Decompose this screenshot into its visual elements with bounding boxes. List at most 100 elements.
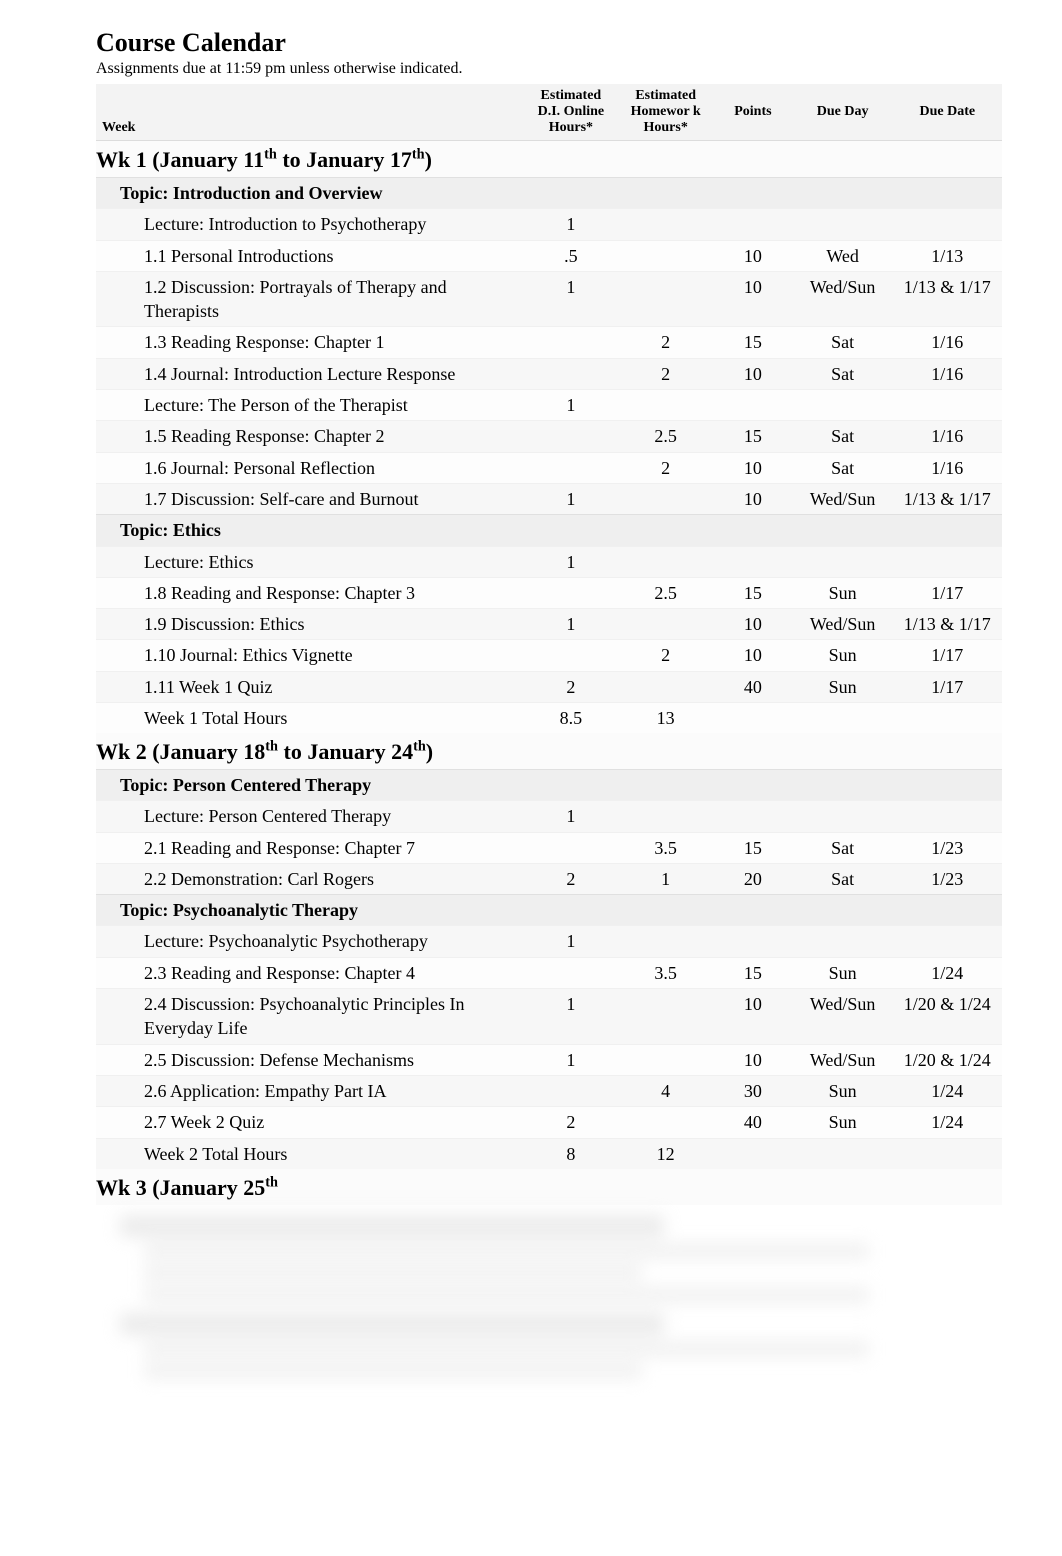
item-di-hours: 1 xyxy=(523,546,618,577)
item-hw-hours xyxy=(618,671,713,702)
item-di-hours: 1 xyxy=(523,609,618,640)
item-due-day: Sun xyxy=(793,671,893,702)
col-header-hw: Estimated Homewor k Hours* xyxy=(618,84,713,141)
table-row: 1.6 Journal: Personal Reflection210Sat1/… xyxy=(96,452,1002,483)
item-hw-hours: 13 xyxy=(618,703,713,734)
item-due-date: 1/20 & 1/24 xyxy=(893,989,1002,1045)
item-di-hours: 1 xyxy=(523,1044,618,1075)
item-points: 10 xyxy=(713,640,793,671)
item-hw-hours xyxy=(618,390,713,421)
item-hw-hours xyxy=(618,989,713,1045)
item-due-date xyxy=(893,801,1002,832)
item-due-date: 1/17 xyxy=(893,671,1002,702)
item-due-date: 1/24 xyxy=(893,1075,1002,1106)
item-di-hours: 1 xyxy=(523,271,618,327)
item-hw-hours xyxy=(618,209,713,240)
item-name: Week 1 Total Hours xyxy=(96,703,523,734)
item-due-day: Wed/Sun xyxy=(793,989,893,1045)
item-di-hours: 2 xyxy=(523,863,618,894)
item-points: 30 xyxy=(713,1075,793,1106)
item-name: 1.7 Discussion: Self-care and Burnout xyxy=(96,483,523,514)
item-due-day xyxy=(793,703,893,734)
table-row: 1.9 Discussion: Ethics110Wed/Sun1/13 & 1… xyxy=(96,609,1002,640)
item-due-date: 1/13 & 1/17 xyxy=(893,609,1002,640)
item-name: 1.4 Journal: Introduction Lecture Respon… xyxy=(96,358,523,389)
item-di-hours: 2 xyxy=(523,1107,618,1138)
week-header: Wk 2 (January 18th to January 24th) xyxy=(96,733,1002,769)
table-row: 1.8 Reading and Response: Chapter 32.515… xyxy=(96,577,1002,608)
item-due-day xyxy=(793,390,893,421)
week-header: Wk 1 (January 11th to January 17th) xyxy=(96,141,1002,178)
item-points xyxy=(713,801,793,832)
item-due-date xyxy=(893,390,1002,421)
item-hw-hours xyxy=(618,1044,713,1075)
item-di-hours: 1 xyxy=(523,483,618,514)
item-di-hours: 8.5 xyxy=(523,703,618,734)
item-points: 10 xyxy=(713,240,793,271)
item-due-day: Sat xyxy=(793,358,893,389)
item-due-date xyxy=(893,926,1002,957)
table-row: 1.5 Reading Response: Chapter 22.515Sat1… xyxy=(96,421,1002,452)
item-points xyxy=(713,390,793,421)
item-name: Lecture: Psychoanalytic Psychotherapy xyxy=(96,926,523,957)
item-points: 10 xyxy=(713,989,793,1045)
topic-label: Topic: Person Centered Therapy xyxy=(96,770,1002,801)
item-name: Lecture: Ethics xyxy=(96,546,523,577)
item-hw-hours xyxy=(618,546,713,577)
item-due-day: Wed/Sun xyxy=(793,1044,893,1075)
item-due-day xyxy=(793,546,893,577)
week-header: Wk 3 (January 25th xyxy=(96,1169,1002,1205)
table-row: 1.4 Journal: Introduction Lecture Respon… xyxy=(96,358,1002,389)
item-hw-hours xyxy=(618,483,713,514)
table-row: 1.2 Discussion: Portrayals of Therapy an… xyxy=(96,271,1002,327)
item-points: 15 xyxy=(713,327,793,358)
item-points xyxy=(713,926,793,957)
item-due-day: Sat xyxy=(793,863,893,894)
item-due-date xyxy=(893,1138,1002,1169)
item-name: 2.3 Reading and Response: Chapter 4 xyxy=(96,957,523,988)
table-row: 2.2 Demonstration: Carl Rogers2120Sat1/2… xyxy=(96,863,1002,894)
col-header-di: Estimated D.I. Online Hours* xyxy=(523,84,618,141)
table-row: Lecture: Ethics1 xyxy=(96,546,1002,577)
item-points xyxy=(713,1138,793,1169)
item-due-date xyxy=(893,703,1002,734)
table-row: 2.6 Application: Empathy Part IA430Sun1/… xyxy=(96,1075,1002,1106)
item-name: Lecture: Introduction to Psychotherapy xyxy=(96,209,523,240)
course-calendar-table: Week Estimated D.I. Online Hours* Estima… xyxy=(96,84,1002,1205)
item-di-hours: 1 xyxy=(523,209,618,240)
item-points: 10 xyxy=(713,483,793,514)
col-header-duedate: Due Date xyxy=(893,84,1002,141)
item-hw-hours xyxy=(618,801,713,832)
table-row: 2.4 Discussion: Psychoanalytic Principle… xyxy=(96,989,1002,1045)
item-name: 1.9 Discussion: Ethics xyxy=(96,609,523,640)
item-di-hours xyxy=(523,957,618,988)
item-due-day: Wed xyxy=(793,240,893,271)
item-di-hours xyxy=(523,452,618,483)
item-due-day: Wed/Sun xyxy=(793,483,893,514)
item-points: 40 xyxy=(713,671,793,702)
item-name: Lecture: The Person of the Therapist xyxy=(96,390,523,421)
item-name: 2.2 Demonstration: Carl Rogers xyxy=(96,863,523,894)
col-header-dueday: Due Day xyxy=(793,84,893,141)
item-name: Lecture: Person Centered Therapy xyxy=(96,801,523,832)
item-due-day xyxy=(793,209,893,240)
item-due-date xyxy=(893,209,1002,240)
item-due-date: 1/13 xyxy=(893,240,1002,271)
item-name: 2.1 Reading and Response: Chapter 7 xyxy=(96,832,523,863)
topic-row: Topic: Psychoanalytic Therapy xyxy=(96,895,1002,926)
item-points: 10 xyxy=(713,1044,793,1075)
item-name: 2.5 Discussion: Defense Mechanisms xyxy=(96,1044,523,1075)
item-due-day: Wed/Sun xyxy=(793,609,893,640)
item-name: 1.1 Personal Introductions xyxy=(96,240,523,271)
item-due-date: 1/17 xyxy=(893,577,1002,608)
item-hw-hours: 2 xyxy=(618,452,713,483)
item-due-day: Sun xyxy=(793,577,893,608)
item-di-hours xyxy=(523,832,618,863)
item-points: 40 xyxy=(713,1107,793,1138)
item-di-hours xyxy=(523,640,618,671)
item-name: 2.7 Week 2 Quiz xyxy=(96,1107,523,1138)
item-name: 1.6 Journal: Personal Reflection xyxy=(96,452,523,483)
item-points: 15 xyxy=(713,957,793,988)
item-due-day: Sun xyxy=(793,640,893,671)
item-di-hours: 8 xyxy=(523,1138,618,1169)
